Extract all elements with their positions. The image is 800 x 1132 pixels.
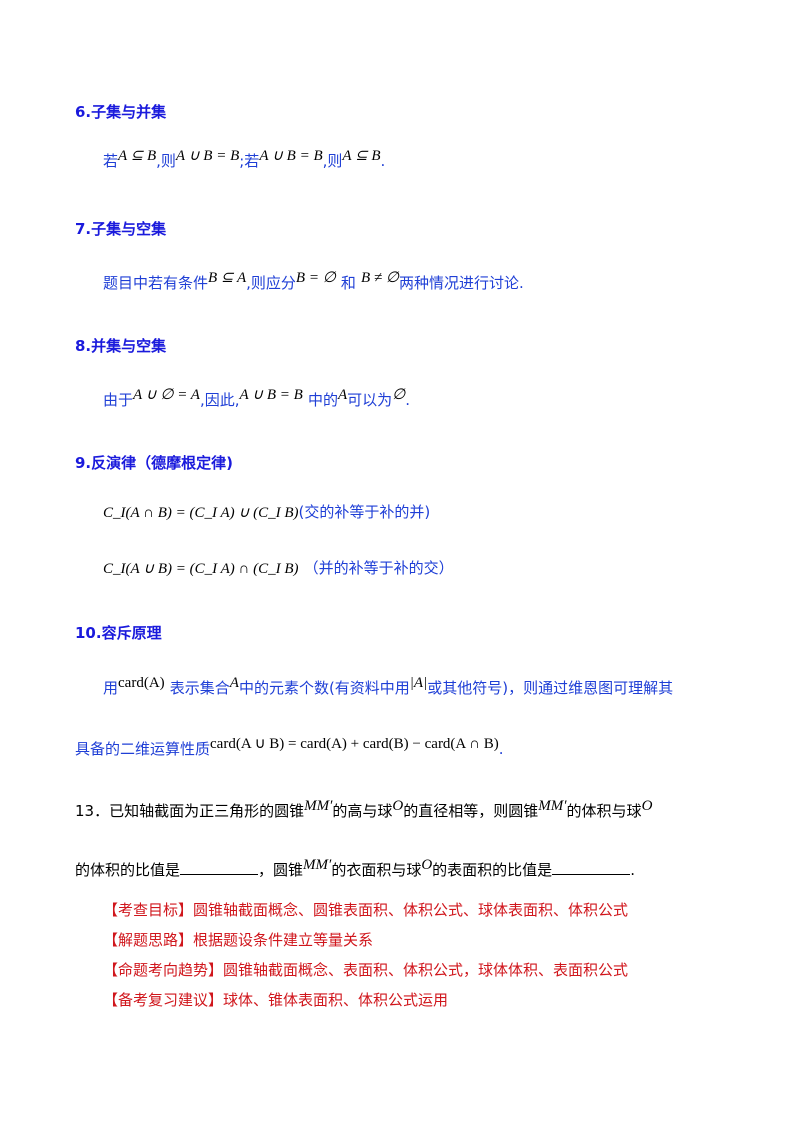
note-review-advice: 【备考复习建议】球体、锥体表面积、体积公式运用 [103, 991, 449, 1009]
formula: A ∪ ∅ = A [133, 387, 200, 403]
text: 由于 [103, 391, 134, 409]
text: 的体积的比值是 [75, 861, 181, 879]
text: 的衣面积与球 [331, 861, 422, 879]
answer-blank[interactable] [552, 860, 631, 875]
note-exam-objective: 【考查目标】圆锥轴截面概念、圆锥表面积、体积公式、球体表面积、体积公式 [103, 901, 629, 919]
de-morgan-law-1: C_I(A ∩ B) = (C_I A) ∪ (C_I B)(交的补等于补的并) [103, 501, 430, 522]
text: 两种情况进行讨论. [398, 274, 524, 292]
formula: ∅ [392, 387, 406, 403]
formula: A ∪ B = B [175, 148, 240, 164]
de-morgan-law-2: C_I(A ∪ B) = (C_I A) ∩ (C_I B) （并的补等于补的交… [103, 557, 454, 578]
formula: |A| [409, 675, 428, 691]
formula: A [337, 387, 348, 403]
text: 和 [340, 274, 356, 292]
note-solution-approach: 【解题思路】根据题设条件建立等量关系 [103, 931, 374, 949]
section-10-line-2: 具备的二维运算性质card(A ∪ B) = card(A) + card(B)… [75, 736, 504, 759]
formula: B ⊆ A [208, 270, 247, 286]
formula: A ⊆ B [118, 148, 157, 164]
formula: O [421, 857, 433, 873]
text: ,则 [322, 152, 343, 170]
text: ，圆锥 [258, 861, 304, 879]
question-number: 13． [75, 802, 110, 820]
text: 中的元素个数(有资料中用 [238, 679, 410, 697]
formula: MM′ [304, 798, 333, 814]
section-10-heading: 10.容斥原理 [75, 624, 162, 642]
answer-blank[interactable] [180, 860, 259, 875]
text: 的体积与球 [566, 802, 642, 820]
section-7-body: 题目中若有条件B ⊆ A,则应分B = ∅ 和 B ≠ ∅两种情况进行讨论. [103, 270, 524, 293]
text: . [498, 740, 504, 758]
text: 中的 [307, 391, 338, 409]
text: 的表面积的比值是 [432, 861, 553, 879]
text: . [630, 861, 635, 879]
text: ,则应分 [246, 274, 296, 292]
text: 的直径相等，则圆锥 [403, 802, 539, 820]
formula: MM′ [538, 798, 567, 814]
note-question-trend: 【命题考向趋势】圆锥轴截面概念、表面积、体积公式，球体体积、表面积公式 [103, 961, 629, 979]
note: （并的补等于补的交） [303, 559, 454, 577]
section-9-heading: 9.反演律（德摩根定律) [75, 454, 233, 472]
formula: card(A ∪ B) = card(A) + card(B) − card(A… [210, 736, 499, 752]
text: 具备的二维运算性质 [75, 740, 211, 758]
text: 题目中若有条件 [103, 274, 209, 292]
section-8-heading: 8.并集与空集 [75, 337, 167, 355]
formula: B ≠ ∅ [360, 270, 399, 286]
formula: A ∪ B = B [259, 148, 323, 164]
note: (交的补等于补的并) [298, 503, 431, 521]
question-13-line-2: 的体积的比值是 ，圆锥MM′的衣面积与球O的表面积的比值是. [75, 857, 635, 880]
text: . [405, 391, 410, 409]
formula: O [641, 798, 653, 814]
text: ;若 [239, 152, 260, 170]
text: ,因此, [199, 391, 240, 409]
formula: C_I(A ∪ B) = (C_I A) ∩ (C_I B) [103, 561, 299, 577]
text: 的高与球 [332, 802, 393, 820]
section-7-heading: 7.子集与空集 [75, 220, 167, 238]
text: 若 [103, 152, 119, 170]
formula: C_I(A ∩ B) = (C_I A) ∪ (C_I B) [103, 505, 299, 521]
section-6-heading: 6.子集与并集 [75, 103, 167, 121]
section-8-body: 由于A ∪ ∅ = A,因此,A ∪ B = B 中的A可以为∅. [103, 387, 410, 410]
text: 用 [103, 679, 119, 697]
question-13-line-1: 13．已知轴截面为正三角形的圆锥MM′的高与球O的直径相等，则圆锥MM′的体积与… [75, 798, 653, 821]
formula: A ∪ B = B [239, 387, 303, 403]
section-10-line-1: 用card(A) 表示集合A中的元素个数(有资料中用|A|或其他符号)，则通过维… [103, 675, 674, 698]
text: ,则 [156, 152, 176, 170]
formula: A ⊆ B [342, 148, 381, 164]
formula: A [229, 675, 239, 691]
formula: card(A) [118, 675, 165, 691]
section-6-body: 若A ⊆ B,则A ∪ B = B;若A ∪ B = B,则A ⊆ B. [103, 148, 386, 171]
text: . [380, 152, 386, 170]
formula: MM′ [303, 857, 332, 873]
formula: O [392, 798, 404, 814]
formula: B = ∅ [295, 270, 336, 286]
text: 已知轴截面为正三角形的圆锥 [109, 802, 305, 820]
text: 表示集合 [169, 679, 230, 697]
text: 或其他符号)，则通过维恩图可理解其 [427, 679, 674, 697]
text: 可以为 [347, 391, 393, 409]
